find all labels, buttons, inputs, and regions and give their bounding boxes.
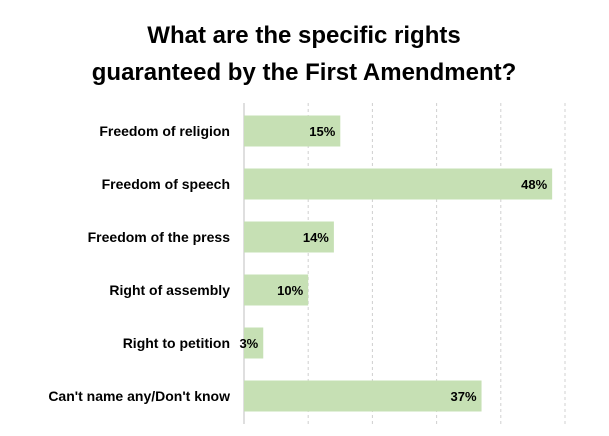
value-label: 15%	[309, 124, 335, 139]
category-labels: Freedom of religion Freedom of speech Free…	[48, 123, 230, 404]
value-label: 37%	[451, 389, 477, 404]
chart-title-line-2: guaranteed by the First Amendment?	[92, 59, 517, 86]
chart-title-line-1: What are the specific rights	[147, 22, 460, 49]
gridlines	[243, 103, 566, 424]
bar	[244, 168, 553, 200]
bar	[244, 221, 334, 253]
category-label: Freedom of religion	[99, 123, 230, 139]
bar	[244, 115, 341, 147]
value-label: 3%	[239, 336, 258, 351]
category-label: Right to petition	[123, 335, 230, 351]
value-label: 14%	[303, 230, 329, 245]
category-label: Freedom of the press	[88, 229, 231, 245]
value-labels: 15% 48% 14% 10% 3% 37%	[239, 124, 547, 404]
category-label: Right of assembly	[109, 282, 230, 298]
value-label: 10%	[277, 283, 303, 298]
bar	[244, 327, 264, 359]
value-label: 48%	[521, 177, 547, 192]
category-label: Freedom of speech	[102, 176, 230, 192]
category-label: Can't name any/Don't know	[48, 388, 230, 404]
bar	[244, 274, 309, 306]
bars	[244, 115, 553, 412]
bar	[244, 380, 482, 412]
